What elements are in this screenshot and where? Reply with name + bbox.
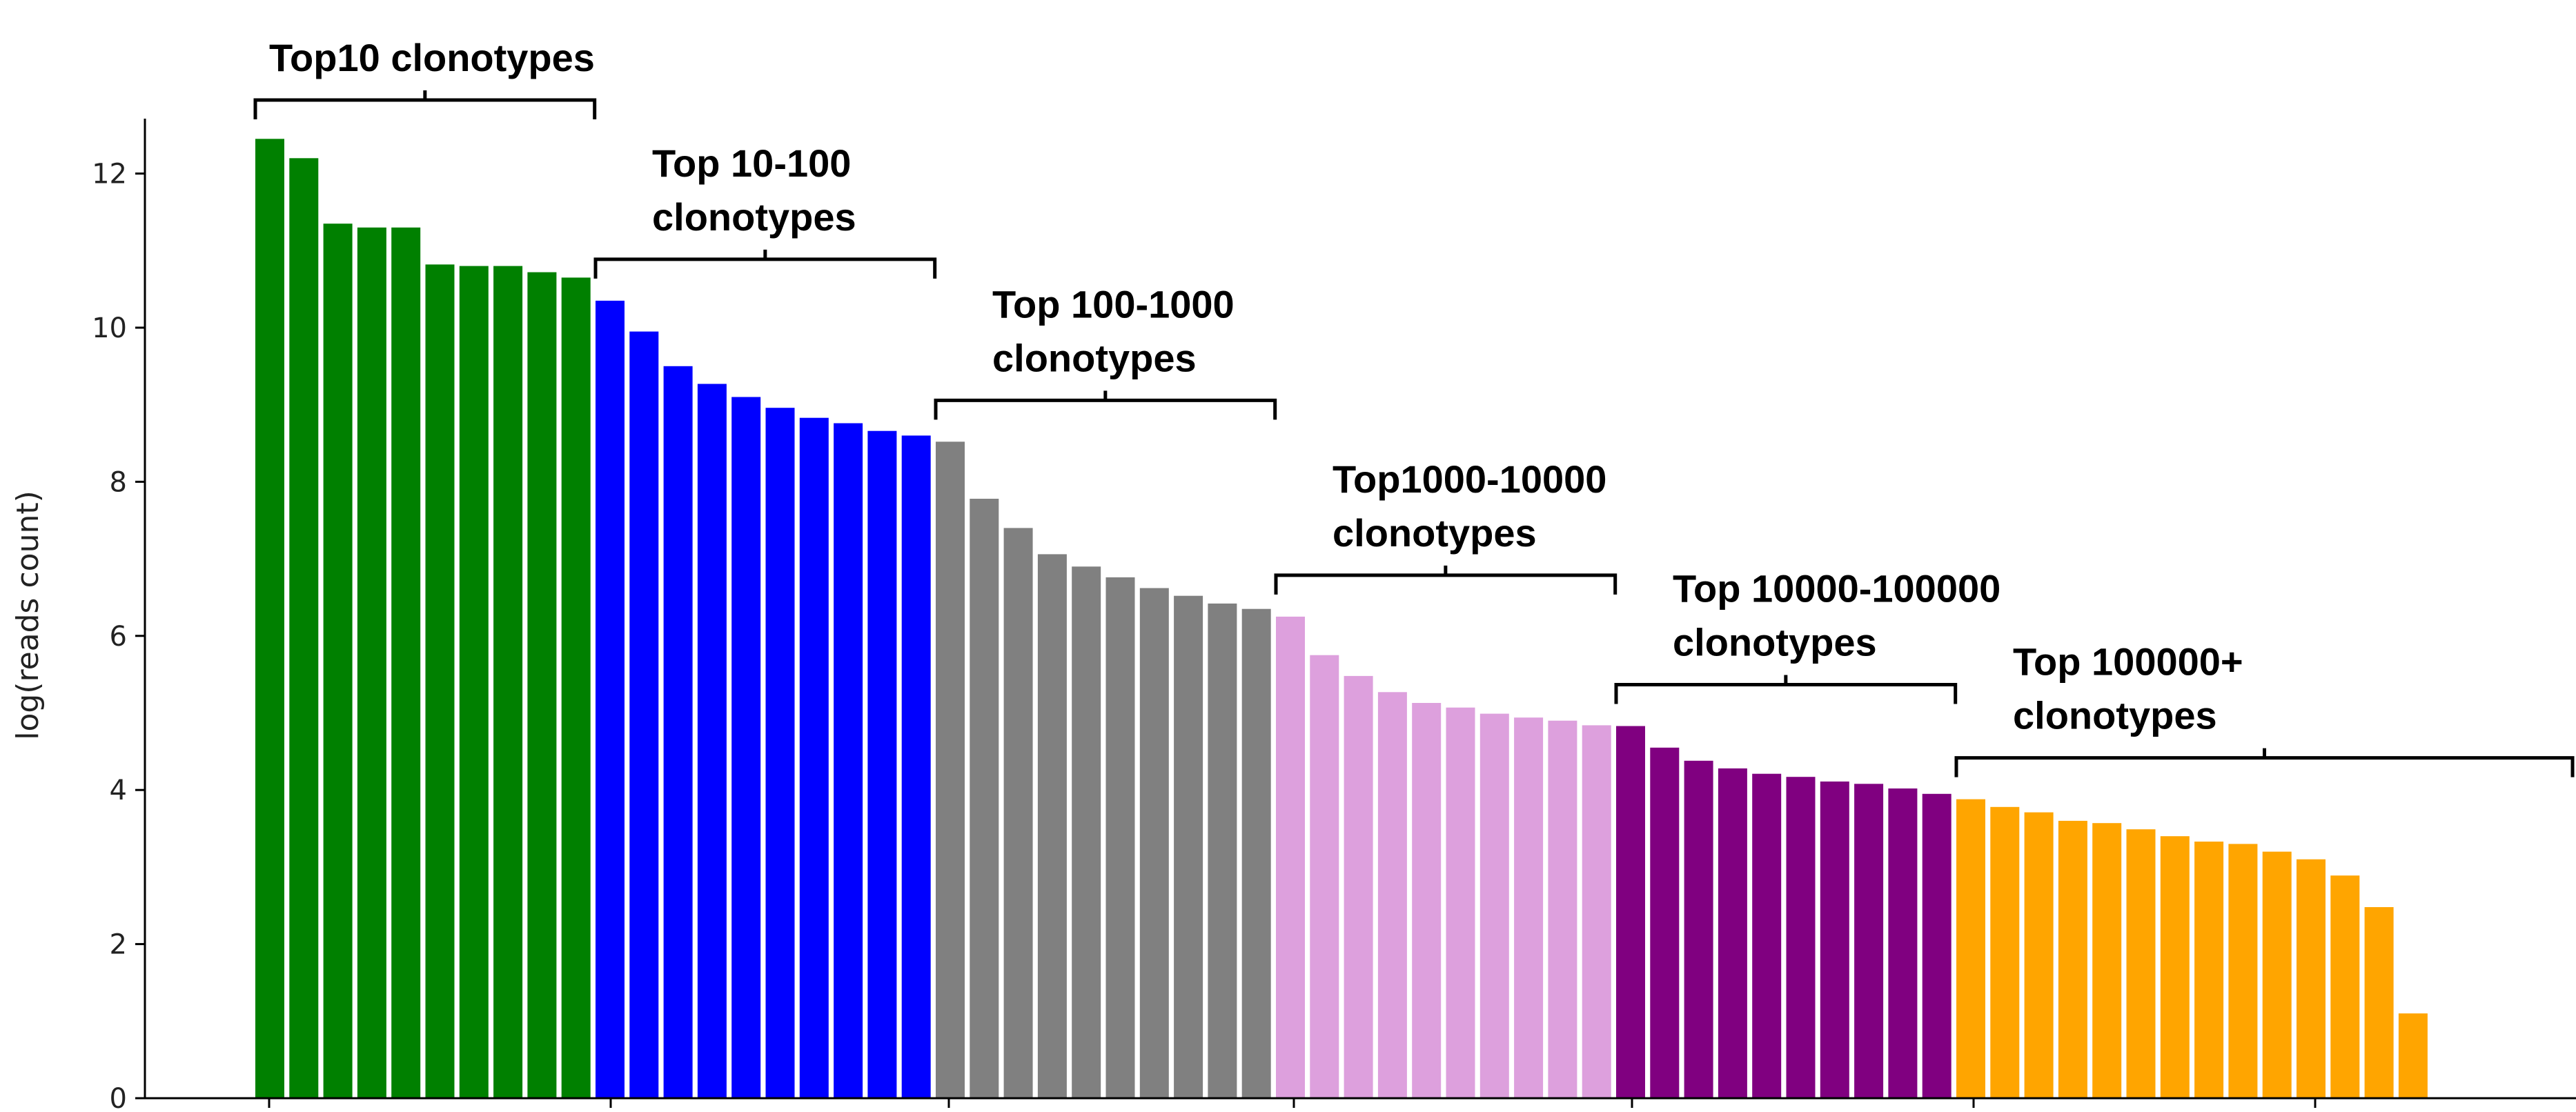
- y-tick-label: 6: [110, 621, 127, 653]
- bar: [1922, 793, 1951, 1098]
- bar: [391, 227, 421, 1098]
- y-tick-label: 0: [110, 1083, 127, 1112]
- bar: [1514, 717, 1544, 1098]
- bar: [527, 272, 557, 1099]
- bar: [459, 266, 489, 1099]
- group-bracket: [253, 90, 597, 119]
- bar: [1310, 655, 1339, 1098]
- group-label: Top 10000-100000: [1673, 566, 2000, 610]
- bar: [2058, 820, 2087, 1098]
- bar: [663, 366, 693, 1098]
- bar: [1650, 747, 1680, 1098]
- bar: [1854, 784, 1884, 1098]
- bar: [1990, 806, 2020, 1098]
- bar: [2160, 836, 2190, 1098]
- group-label: Top 10-100: [652, 141, 851, 185]
- bar: [1072, 566, 1101, 1098]
- group-brackets: [253, 90, 2575, 777]
- bar: [1174, 595, 1203, 1098]
- bar: [970, 499, 999, 1098]
- group-label: clonotypes: [992, 336, 1197, 379]
- bar: [1377, 692, 1407, 1098]
- bar: [289, 158, 319, 1098]
- bar: [2398, 1013, 2428, 1098]
- y-tick-label: 8: [110, 466, 127, 498]
- group-bracket: [1614, 675, 1958, 704]
- y-tick-label: 2: [110, 929, 127, 961]
- bar: [2126, 829, 2156, 1098]
- bars-layer: [255, 139, 2428, 1099]
- bar: [2364, 907, 2394, 1098]
- group-bracket: [934, 390, 1277, 420]
- group-label: Top 100000+: [2013, 640, 2243, 684]
- bar: [1582, 725, 1611, 1098]
- bar: [1139, 588, 1169, 1098]
- bar: [799, 417, 829, 1098]
- bar: [1003, 528, 1033, 1098]
- bar: [596, 300, 625, 1098]
- group-bracket: [593, 249, 937, 279]
- group-labels: Top10 clonotypes Top 10-100 clonotypes Top …: [269, 36, 2243, 737]
- bar: [936, 441, 965, 1098]
- bar: [1820, 781, 1849, 1098]
- bar: [2092, 823, 2122, 1098]
- group-bracket: [1954, 748, 2575, 777]
- bar: [1241, 608, 1271, 1098]
- bar: [1105, 577, 1135, 1098]
- bar: [1616, 726, 1645, 1098]
- y-tick-label: 4: [110, 775, 127, 806]
- bar: [765, 408, 795, 1098]
- bar: [561, 277, 591, 1098]
- bar: [2228, 844, 2258, 1098]
- group-label: clonotypes: [1333, 511, 1537, 555]
- bar: [357, 227, 386, 1098]
- bar: [1208, 603, 1237, 1098]
- bar: [834, 423, 863, 1098]
- bar: [1786, 777, 1816, 1098]
- bar: [1718, 768, 1747, 1098]
- y-tick-label: 10: [92, 312, 127, 344]
- bar: [901, 435, 931, 1098]
- bar: [1956, 799, 1985, 1098]
- group-label: clonotypes: [1673, 620, 1877, 664]
- bar: [2262, 851, 2292, 1098]
- group-label: Top 100-1000: [992, 282, 1235, 326]
- y-ticks: 0 2 4 6 8 10 12: [92, 159, 145, 1112]
- bar: [1752, 773, 1782, 1098]
- bar: [493, 266, 523, 1099]
- bar: [2024, 812, 2054, 1098]
- bar: [1684, 760, 1713, 1098]
- axes: [144, 119, 2576, 1108]
- bar: [731, 397, 761, 1098]
- bar: [1037, 554, 1067, 1098]
- group-label: clonotypes: [652, 195, 856, 239]
- bar: [697, 384, 727, 1098]
- bar: [2330, 875, 2360, 1098]
- y-axis-title: log(reads count): [10, 490, 46, 740]
- bar: [1276, 616, 1305, 1098]
- bar: [425, 264, 455, 1098]
- bar: [255, 139, 284, 1098]
- bar: [1548, 720, 1577, 1098]
- y-tick-label: 12: [92, 159, 127, 190]
- group-label: clonotypes: [2013, 694, 2217, 737]
- group-label: Top1000-10000: [1333, 457, 1606, 501]
- bar: [2194, 842, 2224, 1098]
- bar: [629, 331, 659, 1099]
- bar: [2297, 859, 2326, 1098]
- bar: [1446, 707, 1475, 1098]
- bar: [1479, 713, 1509, 1098]
- group-label: Top10 clonotypes: [269, 36, 595, 79]
- group-bracket: [1274, 565, 1618, 595]
- bar: [867, 430, 897, 1098]
- bar: [1888, 788, 1918, 1098]
- bar: [323, 224, 353, 1099]
- bar: [1412, 703, 1442, 1098]
- bar: [1344, 675, 1373, 1098]
